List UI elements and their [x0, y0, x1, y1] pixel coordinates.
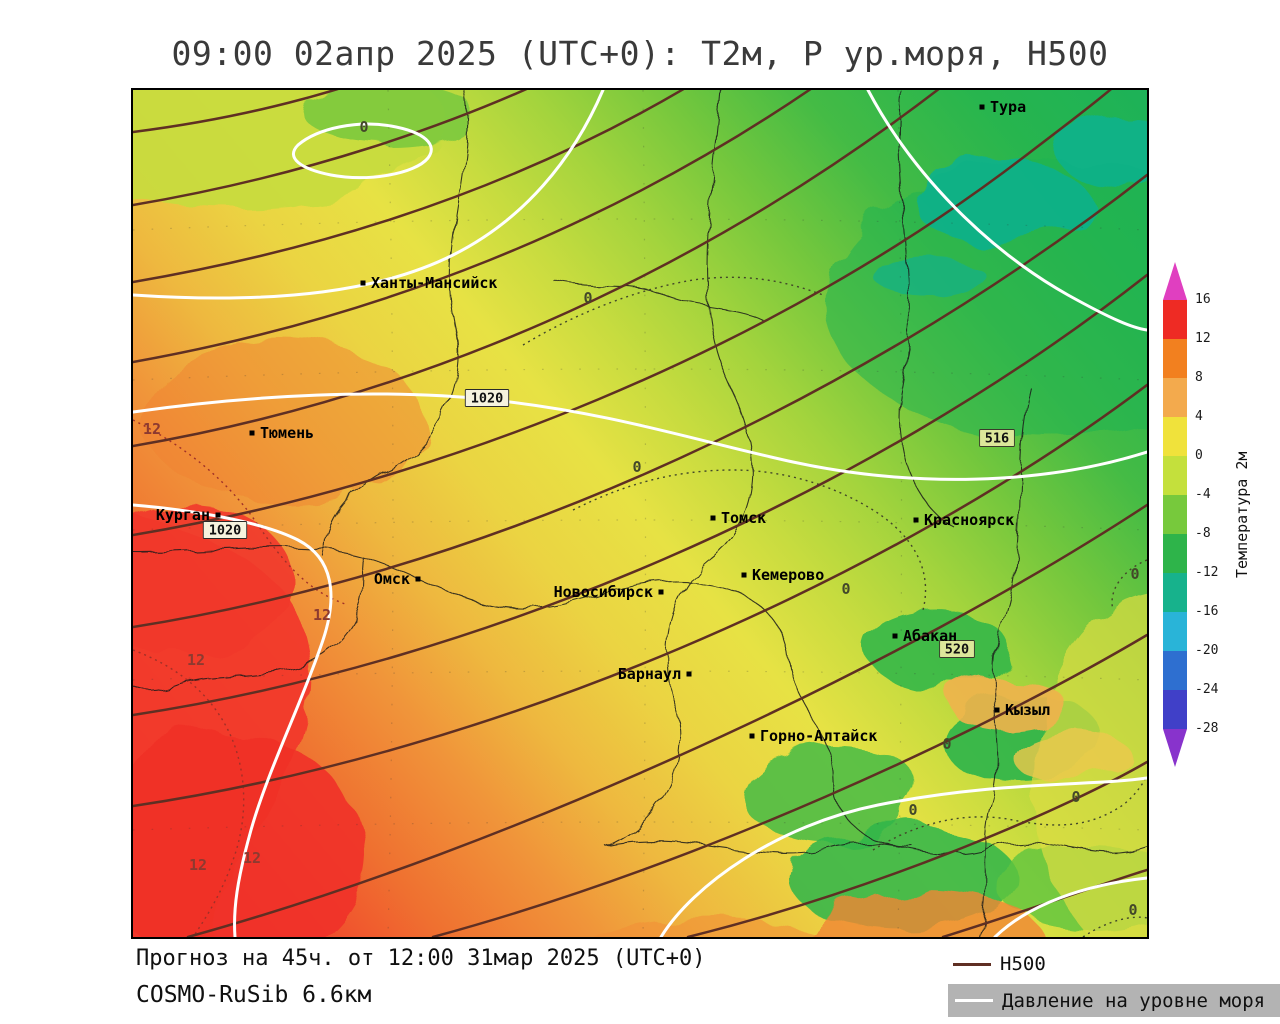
isotherm-12-label: 12: [313, 606, 331, 624]
legend-h500-label: H500: [1000, 953, 1046, 975]
city-marker: Абакан: [892, 627, 957, 645]
isotherm-12-label: 12: [243, 849, 261, 867]
city-label: Абакан: [903, 627, 957, 645]
legend-h500: H500: [953, 952, 1046, 976]
city-marker: Тура: [979, 98, 1026, 116]
colorbar-segments: [1163, 300, 1187, 729]
legend-pressure-label: Давление на уровне моря: [1002, 989, 1266, 1012]
colorbar-segment: [1163, 339, 1187, 378]
isotherm-0-label: 0: [359, 118, 368, 136]
temperature-colorbar: 16 12 8 4 0 -4 -8 -12 -16 -20 -24 -28 Температура 2…: [1163, 262, 1251, 767]
colorbar-tick: 4: [1195, 409, 1203, 424]
city-marker: Кемерово: [741, 566, 824, 584]
isotherm-0-label: 0: [1071, 788, 1080, 806]
colorbar-tick: -4: [1195, 487, 1211, 502]
colorbar-tick: -24: [1195, 682, 1219, 697]
isotherm-12-label: 12: [187, 651, 205, 669]
colorbar-tick: -16: [1195, 604, 1219, 619]
svg-text:1020: 1020: [471, 391, 504, 407]
city-marker: Горно-Алтайск: [749, 727, 877, 745]
colorbar-tick: 12: [1195, 331, 1211, 346]
page-title: 09:00 02апр 2025 (UTC+0): Т2м, P ур.моря…: [171, 34, 1109, 73]
colorbar-segment: [1163, 612, 1187, 651]
h500-line-swatch: [953, 962, 991, 966]
colorbar-tick: -8: [1195, 526, 1211, 541]
city-label: Омск: [374, 570, 410, 588]
admin-borders: [133, 90, 1147, 937]
colorbar-segment: [1163, 378, 1187, 417]
city-label: Тюмень: [260, 424, 314, 442]
city-label: Барнаул: [618, 665, 681, 683]
contour-labels-layer: 1020 1020 516 520 0 0 0 0 0 0 0 0 0 12 12 12 12 12: [143, 118, 1140, 919]
pressure-contour-label: 1020: [202, 521, 248, 539]
isotherm-12-label: 12: [143, 420, 161, 438]
colorbar-tick: 8: [1195, 370, 1203, 385]
colorbar-segment: [1163, 690, 1187, 729]
colorbar-segment: [1163, 417, 1187, 456]
isotherm-0-label: 0: [841, 580, 850, 598]
city-marker: Ханты-Мансийск: [360, 274, 497, 292]
model-info: COSMO-RuSib 6.6км: [136, 982, 372, 1008]
city-marker: Красноярск: [913, 511, 1014, 529]
colorbar-tick: -20: [1195, 643, 1219, 658]
svg-text:1020: 1020: [209, 523, 242, 539]
isotherm-contours: [133, 276, 1147, 937]
city-marker: Новосибирск: [554, 583, 664, 601]
colorbar-segment: [1163, 573, 1187, 612]
colorbar-tick: 0: [1195, 448, 1203, 463]
forecast-map: 1020 1020 516 520 0 0 0 0 0 0 0 0 0 12 12 12 12 12 Тура Ха…: [131, 88, 1149, 939]
isotherm-0-label: 0: [908, 801, 917, 819]
map-canvas: 1020 1020 516 520 0 0 0 0 0 0 0 0 0 12 12 12 12 12 Тура Ха…: [133, 90, 1147, 937]
colorbar-tick: -12: [1195, 565, 1219, 580]
city-label: Кемерово: [752, 566, 824, 584]
city-label: Красноярск: [924, 511, 1014, 529]
colorbar-tick: 16: [1195, 292, 1211, 307]
forecast-info: Прогноз на 45ч. от 12:00 31мар 2025 (UTC…: [136, 946, 706, 971]
footer: Прогноз на 45ч. от 12:00 31мар 2025 (UTC…: [136, 946, 706, 1008]
h500-contours: [133, 90, 1147, 937]
colorbar-arrow-bottom-icon: [1163, 729, 1187, 767]
svg-text:516: 516: [985, 431, 1009, 447]
colorbar-segment: [1163, 456, 1187, 495]
pressure-line-swatch: [955, 999, 993, 1002]
city-label: Новосибирск: [554, 583, 653, 601]
city-label: Тура: [990, 98, 1026, 116]
isotherm-0-label: 0: [632, 458, 641, 476]
isotherm-0-label: 0: [583, 289, 592, 307]
city-marker: Кызыл: [994, 701, 1050, 719]
city-marker: Курган: [156, 506, 221, 524]
city-label: Ханты-Мансийск: [371, 274, 497, 292]
city-marker: Томск: [710, 509, 766, 527]
colorbar-tick: -28: [1195, 721, 1219, 736]
city-label: Горно-Алтайск: [760, 727, 877, 745]
colorbar-segment: [1163, 495, 1187, 534]
colorbar-segment: [1163, 651, 1187, 690]
h500-contour-label: 516: [979, 429, 1015, 447]
colorbar-arrow-top-icon: [1163, 262, 1187, 300]
colorbar-segment: [1163, 300, 1187, 339]
city-label: Кызыл: [1005, 701, 1050, 719]
city-label: Курган: [156, 506, 210, 524]
colorbar-title: Температура 2м: [1233, 451, 1251, 578]
isotherm-12-label: 12: [189, 856, 207, 874]
city-marker: Барнаул: [618, 665, 692, 683]
colorbar-segment: [1163, 534, 1187, 573]
city-label: Томск: [721, 509, 766, 527]
isotherm-0-label: 0: [1128, 901, 1137, 919]
svg-text:520: 520: [945, 642, 969, 658]
cities-layer: Тура Ханты-Мансийск Тюмень Курган Омск Томск К…: [156, 98, 1050, 745]
legend-pressure: Давление на уровне моря: [948, 984, 1280, 1017]
city-marker: Тюмень: [249, 424, 314, 442]
isotherm-0-label: 0: [942, 735, 951, 753]
pressure-contour-label: 1020: [464, 389, 510, 407]
h500-contour-label: 520: [939, 640, 975, 658]
city-marker: Омск: [374, 570, 421, 588]
isotherm-0-label: 0: [1130, 565, 1139, 583]
pressure-contours: [133, 90, 1147, 937]
